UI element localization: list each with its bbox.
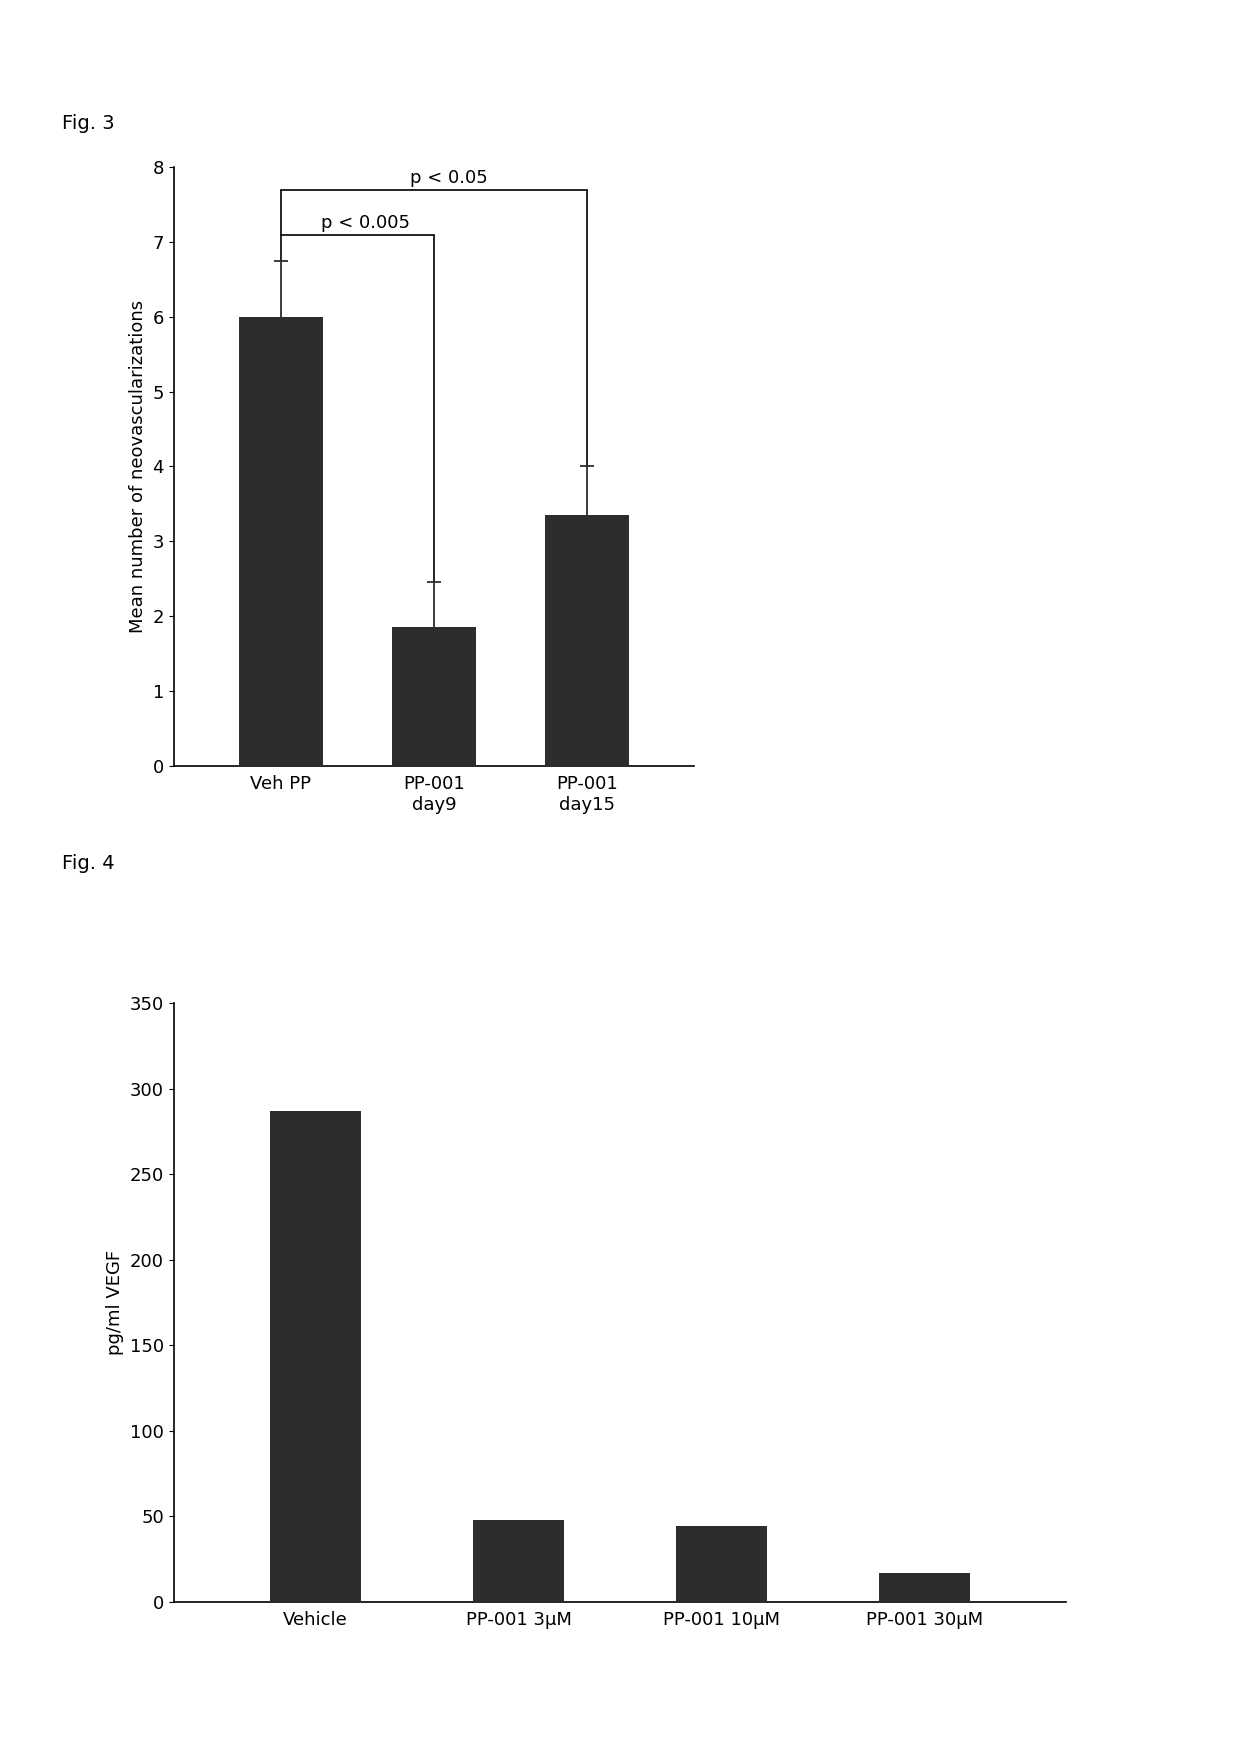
Bar: [676, 1526, 768, 1602]
Bar: [239, 317, 322, 766]
Text: Fig. 4: Fig. 4: [62, 854, 114, 873]
Text: Fig. 3: Fig. 3: [62, 114, 114, 134]
Text: p < 0.005: p < 0.005: [321, 213, 409, 232]
Y-axis label: pg/ml VEGF: pg/ml VEGF: [107, 1250, 124, 1355]
Bar: [472, 1519, 564, 1602]
Bar: [392, 627, 476, 766]
Y-axis label: Mean number of neovascularizations: Mean number of neovascularizations: [129, 299, 146, 634]
Bar: [879, 1572, 970, 1602]
Bar: [546, 516, 630, 766]
Text: p < 0.05: p < 0.05: [410, 169, 489, 187]
Bar: [270, 1111, 361, 1602]
